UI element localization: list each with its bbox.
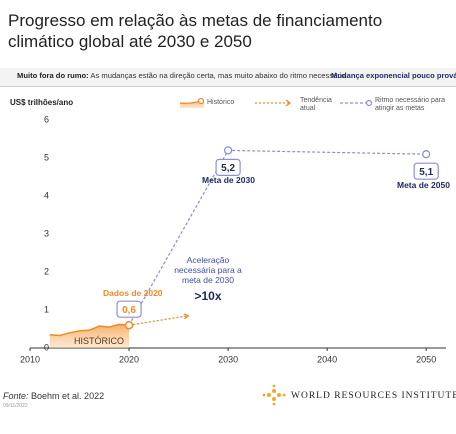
status-right: Mudança exponencial pouco provável bbox=[331, 71, 456, 80]
history-area bbox=[49, 324, 130, 348]
required-point bbox=[422, 150, 431, 159]
value-label: 0,6 bbox=[122, 305, 136, 316]
legend-swatch bbox=[365, 99, 373, 107]
annotation: Meta de 2050 bbox=[397, 180, 450, 190]
y-axis-label: US$ trilhões/ano bbox=[10, 98, 73, 107]
source: Fonte: Boehm et al. 2022 bbox=[3, 391, 104, 401]
y-tick-label: 3 bbox=[44, 228, 49, 238]
logo bbox=[262, 384, 286, 406]
source-label: Fonte: bbox=[3, 391, 29, 401]
plot: 0 1 2 3 4 5 6 2010 2020 2030 2040 2050 0,6 5,2 5,1 bbox=[20, 97, 439, 364]
y-tick-label: 1 bbox=[44, 304, 49, 314]
x-tick-label: 2040 bbox=[317, 354, 337, 364]
value-label: 5,1 bbox=[419, 167, 433, 178]
trend-arrowhead bbox=[183, 313, 189, 320]
value-label-box bbox=[413, 162, 439, 180]
y-tick-label: 6 bbox=[44, 114, 49, 124]
status-bar: Muito fora do rumo: As mudanças estão na… bbox=[0, 68, 456, 87]
x-tick-label: 2030 bbox=[218, 354, 238, 364]
legend-label: Ritmo necessário para atingir as metas bbox=[375, 97, 446, 113]
required-line bbox=[128, 149, 427, 326]
annotation: >10x bbox=[194, 289, 222, 303]
annotation: Dados de 2020 bbox=[103, 288, 163, 298]
required-point bbox=[223, 146, 233, 155]
status: Muito fora do rumo: As mudanças estão na… bbox=[17, 71, 346, 81]
annotation: HISTÓRICO bbox=[74, 336, 125, 346]
legend-label: Histórico bbox=[207, 99, 235, 106]
value-label: 5,2 bbox=[221, 163, 235, 174]
y-tick-label: 0 bbox=[44, 342, 49, 352]
value-label-box bbox=[215, 158, 241, 176]
value-label-box bbox=[116, 300, 142, 318]
annotation: Meta de 2030 bbox=[202, 175, 255, 185]
annotation: Aceleração necessária para a meta de 203… bbox=[174, 255, 242, 285]
source-text: Boehm et al. 2022 bbox=[31, 391, 105, 401]
legend-swatch bbox=[285, 99, 291, 107]
x-tick-label: 2010 bbox=[20, 354, 40, 364]
publisher: WORLD RESOURCES INSTITUTE bbox=[291, 391, 456, 401]
history-line bbox=[49, 323, 130, 337]
y-tick-label: 5 bbox=[44, 152, 49, 162]
legend-label: Tendência atual bbox=[300, 97, 332, 113]
legend-swatch bbox=[197, 97, 205, 105]
history-point bbox=[124, 320, 134, 330]
x-tick-label: 2050 bbox=[416, 354, 436, 364]
status-text: As mudanças estão na direção certa, mas … bbox=[90, 71, 346, 80]
x-tick-label: 2020 bbox=[119, 354, 139, 364]
date: 09/11/2022 bbox=[3, 403, 28, 409]
chart-title: Progresso em relação às metas de financi… bbox=[8, 11, 383, 51]
status-label: Muito fora do rumo: bbox=[17, 71, 89, 80]
y-tick-label: 4 bbox=[44, 190, 49, 200]
y-tick-label: 2 bbox=[44, 266, 49, 276]
